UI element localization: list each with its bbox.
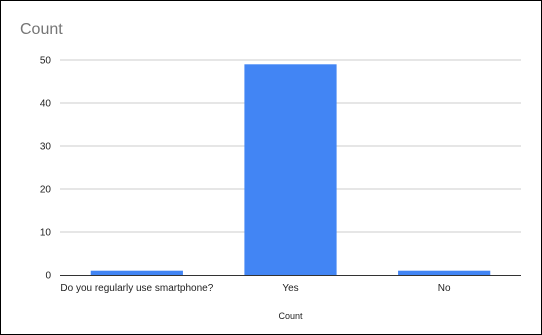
x-axis-category-labels: Do you regularly use smartphone? Yes No: [60, 283, 451, 294]
x-category-label-0: Do you regularly use smartphone?: [60, 283, 213, 294]
chart-title: Count: [20, 21, 63, 38]
y-tick-label-50: 50: [40, 56, 52, 67]
x-category-label-1: Yes: [282, 283, 298, 294]
y-tick-label-0: 0: [45, 271, 51, 282]
y-tick-label-40: 40: [40, 99, 52, 110]
bar-2[interactable]: [398, 270, 491, 275]
bars: [90, 64, 491, 275]
x-category-label-2: No: [438, 283, 451, 294]
y-tick-label-10: 10: [40, 228, 52, 239]
bar-1[interactable]: [244, 64, 337, 275]
x-axis-title: Count: [278, 311, 303, 321]
y-tick-label-20: 20: [40, 185, 52, 196]
y-axis-tick-labels: 0 10 20 30 40 50: [40, 56, 52, 282]
bar-0[interactable]: [90, 270, 183, 275]
y-tick-label-30: 30: [40, 142, 52, 153]
